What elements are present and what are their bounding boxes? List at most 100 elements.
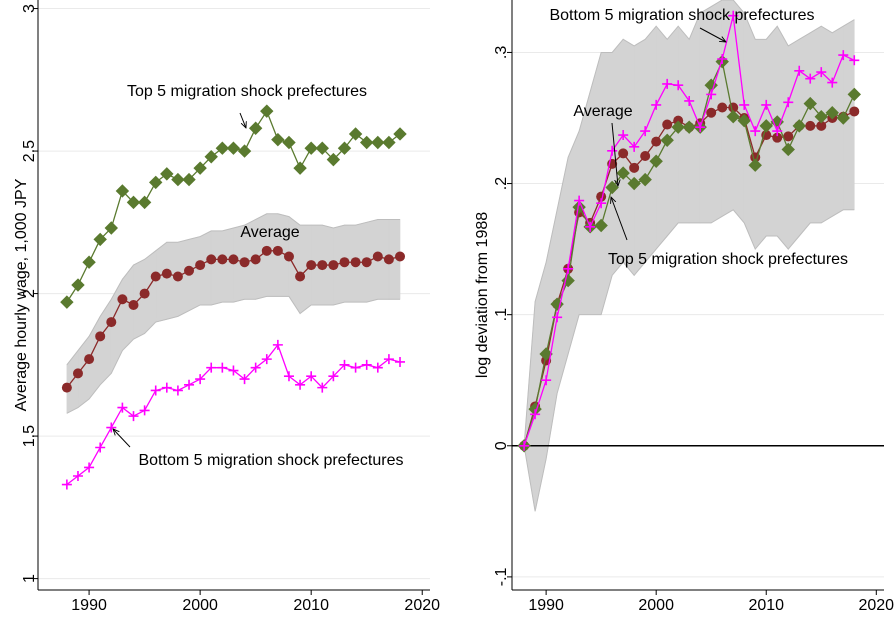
point: [726, 109, 740, 124]
point: [172, 271, 183, 282]
point: [150, 271, 161, 282]
point: [574, 195, 585, 206]
point: [395, 356, 406, 367]
point: [117, 402, 128, 413]
point: [195, 374, 206, 385]
point: [128, 411, 139, 422]
point: [82, 255, 96, 269]
point: [295, 379, 306, 390]
point: [72, 368, 83, 379]
point: [204, 150, 218, 164]
point: [838, 50, 849, 61]
y-tick-label: -.1: [493, 567, 510, 586]
x-tick-label: 2020: [858, 597, 894, 614]
point: [361, 359, 372, 370]
point: [272, 339, 283, 350]
point: [139, 405, 150, 416]
point: [382, 135, 396, 150]
point: [328, 371, 339, 382]
point: [519, 440, 530, 451]
point: [629, 162, 640, 173]
point: [328, 260, 339, 271]
point: [539, 347, 553, 361]
point: [393, 127, 407, 141]
point: [126, 195, 141, 210]
point: [84, 354, 95, 365]
point: [95, 331, 106, 342]
y-tick-label: .1: [493, 308, 510, 321]
point: [673, 80, 684, 91]
point: [759, 119, 773, 133]
point: [671, 120, 685, 134]
point: [339, 257, 350, 268]
point: [748, 158, 762, 172]
band-segment: [222, 227, 234, 303]
point: [383, 254, 394, 265]
annotation: Bottom 5 migration shock prefectures: [138, 452, 403, 469]
point: [315, 141, 329, 155]
annotation: Top 5 migration shock prefectures: [127, 83, 367, 100]
point: [226, 141, 241, 155]
point: [248, 121, 263, 135]
y-tick-label: 1.5: [21, 425, 38, 447]
point: [847, 87, 861, 102]
point: [594, 218, 608, 233]
point: [783, 131, 794, 142]
band-edge: [523, 209, 855, 512]
point: [217, 254, 228, 265]
y-tick-label: 2: [21, 289, 38, 298]
point: [71, 278, 85, 292]
point: [117, 294, 128, 305]
point: [618, 130, 629, 141]
point: [261, 245, 272, 256]
point: [239, 257, 250, 268]
point: [250, 362, 261, 373]
point: [395, 251, 406, 262]
point: [728, 10, 739, 21]
point: [172, 385, 183, 396]
y-tick-label: 1: [21, 574, 38, 583]
band-segment: [210, 230, 223, 306]
point: [283, 371, 294, 382]
y-tick-label: 2.5: [21, 140, 38, 162]
point: [215, 141, 230, 155]
point: [182, 172, 196, 187]
point: [115, 184, 130, 198]
point: [827, 77, 838, 88]
point: [640, 151, 651, 162]
point: [150, 385, 161, 396]
point: [184, 265, 195, 276]
point: [750, 126, 761, 137]
point: [737, 113, 751, 128]
band-segment: [66, 349, 79, 414]
point: [228, 254, 239, 265]
point: [383, 354, 394, 365]
y-tick-label: 0: [493, 441, 510, 450]
point: [638, 172, 652, 187]
annotation-arrow: [239, 112, 246, 128]
point: [206, 362, 217, 373]
point: [95, 442, 106, 453]
band-segment: [688, 12, 701, 224]
point: [149, 175, 163, 190]
point: [761, 99, 772, 110]
point: [541, 375, 552, 386]
point: [295, 271, 306, 282]
point: [805, 120, 816, 131]
point: [814, 109, 828, 124]
point: [849, 55, 860, 66]
point: [84, 462, 95, 473]
point: [272, 245, 283, 256]
point: [193, 161, 207, 175]
point: [283, 251, 294, 262]
point: [139, 288, 150, 299]
point: [794, 65, 805, 76]
point: [717, 54, 728, 64]
point: [561, 273, 575, 288]
point: [640, 126, 651, 137]
point: [816, 67, 827, 78]
point: [137, 195, 152, 210]
point: [684, 95, 695, 106]
point: [682, 120, 696, 134]
